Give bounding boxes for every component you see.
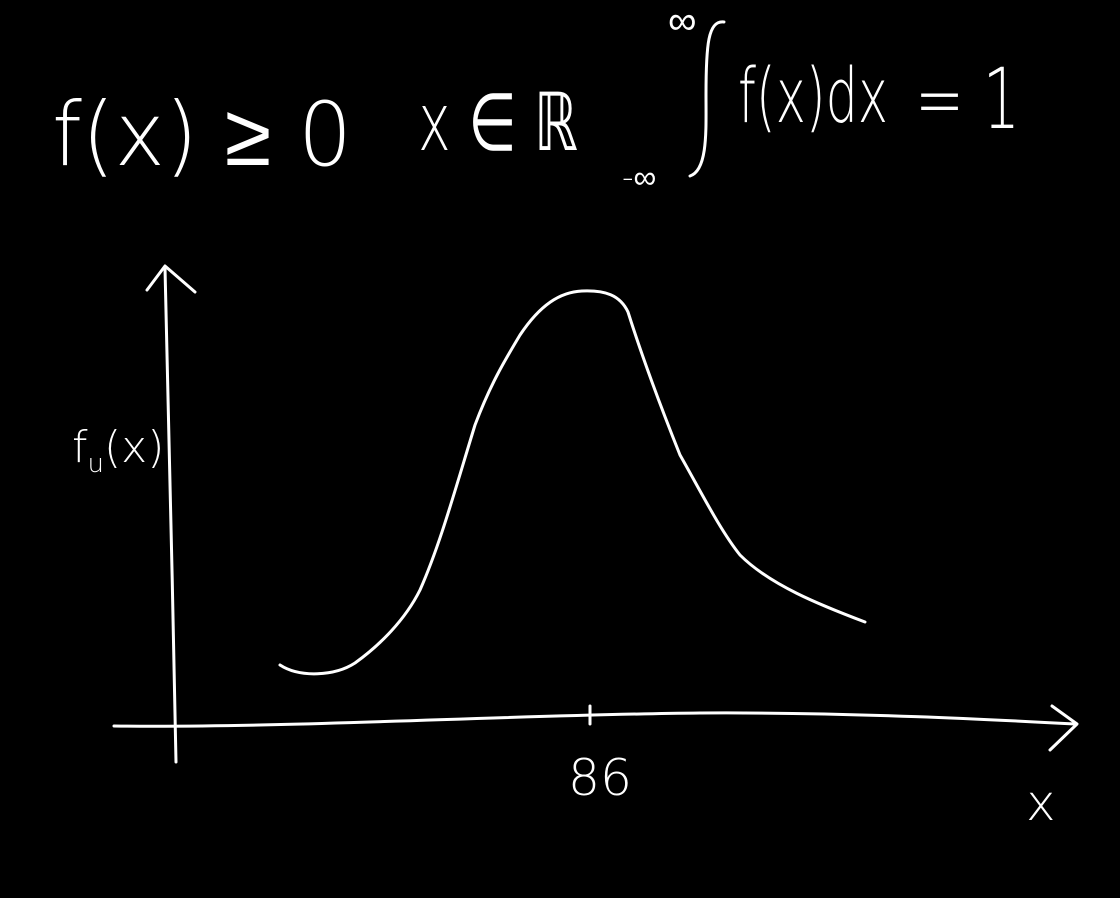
y-axis xyxy=(163,266,178,764)
x-axis xyxy=(112,711,1077,728)
y-label-subscript: u xyxy=(88,449,104,479)
y-axis-label: fu(x) xyxy=(72,422,164,479)
x-tick-label: 86 xyxy=(568,749,632,807)
density-curve xyxy=(278,289,867,676)
y-label-argument: (x) xyxy=(104,422,164,473)
x-axis-label: x xyxy=(1026,774,1056,832)
x-axis-arrowhead xyxy=(1048,704,1079,752)
integral-sign xyxy=(688,20,726,178)
integral-upper-limit: ∞ xyxy=(668,0,697,44)
domain-condition: x ∈ ℝ xyxy=(418,76,578,169)
normalization-equals-one: = 1 xyxy=(915,50,1020,148)
nonnegativity-condition: f(x) ≥ 0 xyxy=(52,83,352,186)
integral-lower-limit: -∞ xyxy=(622,158,656,196)
integrand: f(x)dx xyxy=(738,51,888,140)
y-axis-arrowhead xyxy=(145,264,197,294)
y-label-function: f xyxy=(72,422,88,473)
